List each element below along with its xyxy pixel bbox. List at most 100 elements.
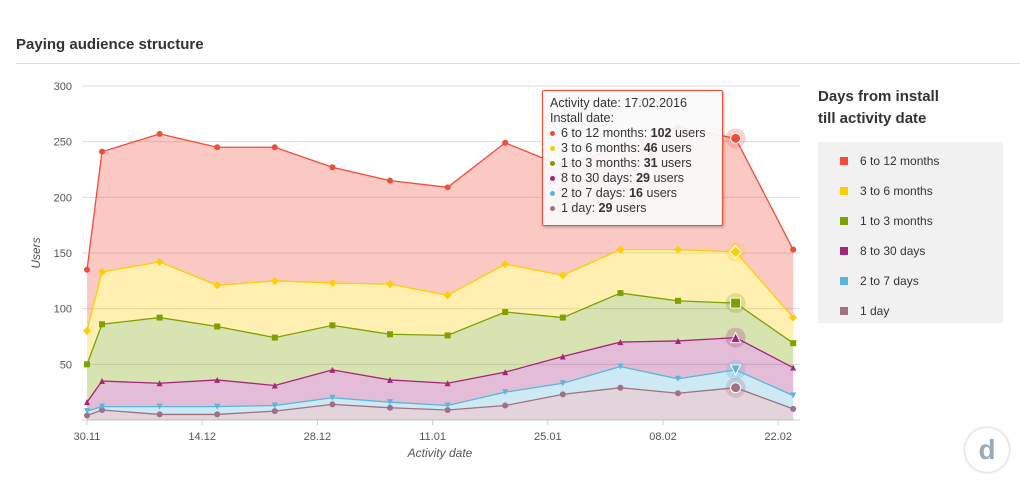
data-point [155, 257, 164, 266]
y-tick-label: 100 [54, 304, 72, 316]
legend-item[interactable]: 1 day [818, 296, 1003, 326]
area-3-to-6-months [87, 249, 794, 365]
series-dot-icon [550, 191, 555, 197]
legend-title-line-2: till activity date [818, 110, 927, 127]
tooltip-row-label: 1 to 3 months: [561, 156, 644, 170]
legend-swatch-icon [840, 277, 848, 285]
data-point [617, 290, 624, 297]
x-axis-label: Activity date [407, 446, 473, 460]
area-2-to-7-days [87, 366, 794, 416]
data-point [617, 363, 624, 370]
data-point [729, 364, 742, 377]
legend-label: 8 to 30 days [860, 244, 926, 258]
data-point [444, 184, 451, 191]
area-1-to-3-months [87, 293, 794, 403]
data-point [84, 266, 90, 273]
data-point [271, 402, 278, 409]
tooltip-row-label: 3 to 6 months: [561, 141, 644, 155]
tooltip-row: 8 to 30 days: 29 users [550, 171, 715, 186]
title-divider [16, 63, 1020, 64]
data-point [559, 353, 566, 360]
x-tick-label: 14.12 [188, 431, 216, 443]
data-point [387, 331, 393, 338]
tooltip-row: 6 to 12 months: 102 users [550, 126, 715, 141]
data-point [559, 380, 566, 387]
legend-item[interactable]: 2 to 7 days [818, 266, 1003, 296]
tooltip-row-unit: users [643, 186, 678, 200]
series-line [86, 249, 794, 332]
series-dot-icon [550, 146, 555, 152]
data-point [790, 392, 797, 399]
data-point [728, 245, 743, 259]
series-dot-icon [550, 206, 555, 212]
data-point [729, 331, 742, 344]
tooltip-row-unit: users [649, 171, 685, 185]
data-point [675, 375, 681, 382]
data-point [83, 326, 91, 335]
data-point [675, 337, 681, 344]
data-point [790, 405, 797, 412]
tooltip-row-value: 31 [643, 156, 658, 170]
data-point [84, 412, 90, 419]
data-point [387, 177, 393, 184]
data-point [502, 309, 509, 316]
data-point [156, 411, 163, 418]
data-point [214, 376, 221, 383]
data-point [84, 408, 90, 415]
tooltip-row: 1 day: 29 users [550, 201, 715, 216]
legend-title-line-1: Days from install [818, 88, 939, 105]
legend-item[interactable]: 1 to 3 months [818, 206, 1003, 236]
legend-item[interactable]: 8 to 30 days [818, 236, 1003, 266]
data-point [789, 313, 798, 322]
y-axis-label: Users [29, 237, 43, 268]
data-point [730, 132, 742, 144]
data-point [156, 380, 163, 387]
data-point [214, 411, 221, 418]
stacked-area-chart: 50 100 150 200 250 300 30.11 14.12 28.12 11.01 25.… [29, 81, 800, 460]
data-point [99, 321, 105, 328]
data-point [444, 332, 451, 339]
data-point [730, 382, 742, 394]
data-point [214, 144, 221, 151]
data-point [99, 148, 105, 155]
tooltip-row-value: 29 [636, 171, 650, 185]
tooltip-row-unit: users [657, 156, 692, 170]
legend: 6 to 12 months 3 to 6 months 1 to 3 months… [818, 142, 1003, 323]
legend-swatch-icon [840, 217, 848, 225]
data-point [98, 267, 106, 276]
tooltip-row-value: 16 [629, 186, 644, 200]
tooltip-row: 2 to 7 days: 16 users [550, 186, 715, 201]
tooltip-header: Activity date: 17.02.2016 [550, 96, 687, 110]
tooltip-row: 3 to 6 months: 46 users [550, 141, 715, 156]
area-8-to-30-days [87, 337, 794, 412]
data-point [214, 323, 221, 330]
data-point [443, 291, 452, 300]
tooltip-row-value: 46 [643, 141, 658, 155]
series-dot-icon [550, 176, 555, 182]
legend-item[interactable]: 6 to 12 months [818, 146, 1003, 176]
tooltip-row-label: 8 to 30 days: [561, 171, 637, 185]
data-point [730, 297, 742, 309]
tooltip-row-label: 1 day: [561, 201, 599, 215]
legend-swatch-icon [840, 187, 848, 195]
data-point [99, 403, 105, 410]
legend-item[interactable]: 3 to 6 months [818, 176, 1003, 206]
data-point [387, 404, 393, 411]
data-point [559, 314, 566, 321]
x-tick-label: 08.02 [649, 431, 677, 443]
tooltip-row-value: 29 [598, 201, 613, 215]
data-point [616, 245, 625, 254]
data-point [329, 366, 336, 373]
data-point [387, 376, 393, 383]
devtodev-logo[interactable]: d [965, 428, 1009, 472]
data-point [558, 271, 567, 280]
data-point [328, 279, 337, 288]
y-tick-label: 50 [60, 359, 72, 371]
data-point [271, 144, 278, 151]
legend-label: 6 to 12 months [860, 154, 940, 168]
data-point [84, 361, 90, 368]
legend-swatch-icon [840, 157, 848, 165]
series-dot-icon [550, 131, 555, 137]
series-line [86, 292, 794, 365]
tooltip-row-label: 2 to 7 days: [561, 186, 630, 200]
